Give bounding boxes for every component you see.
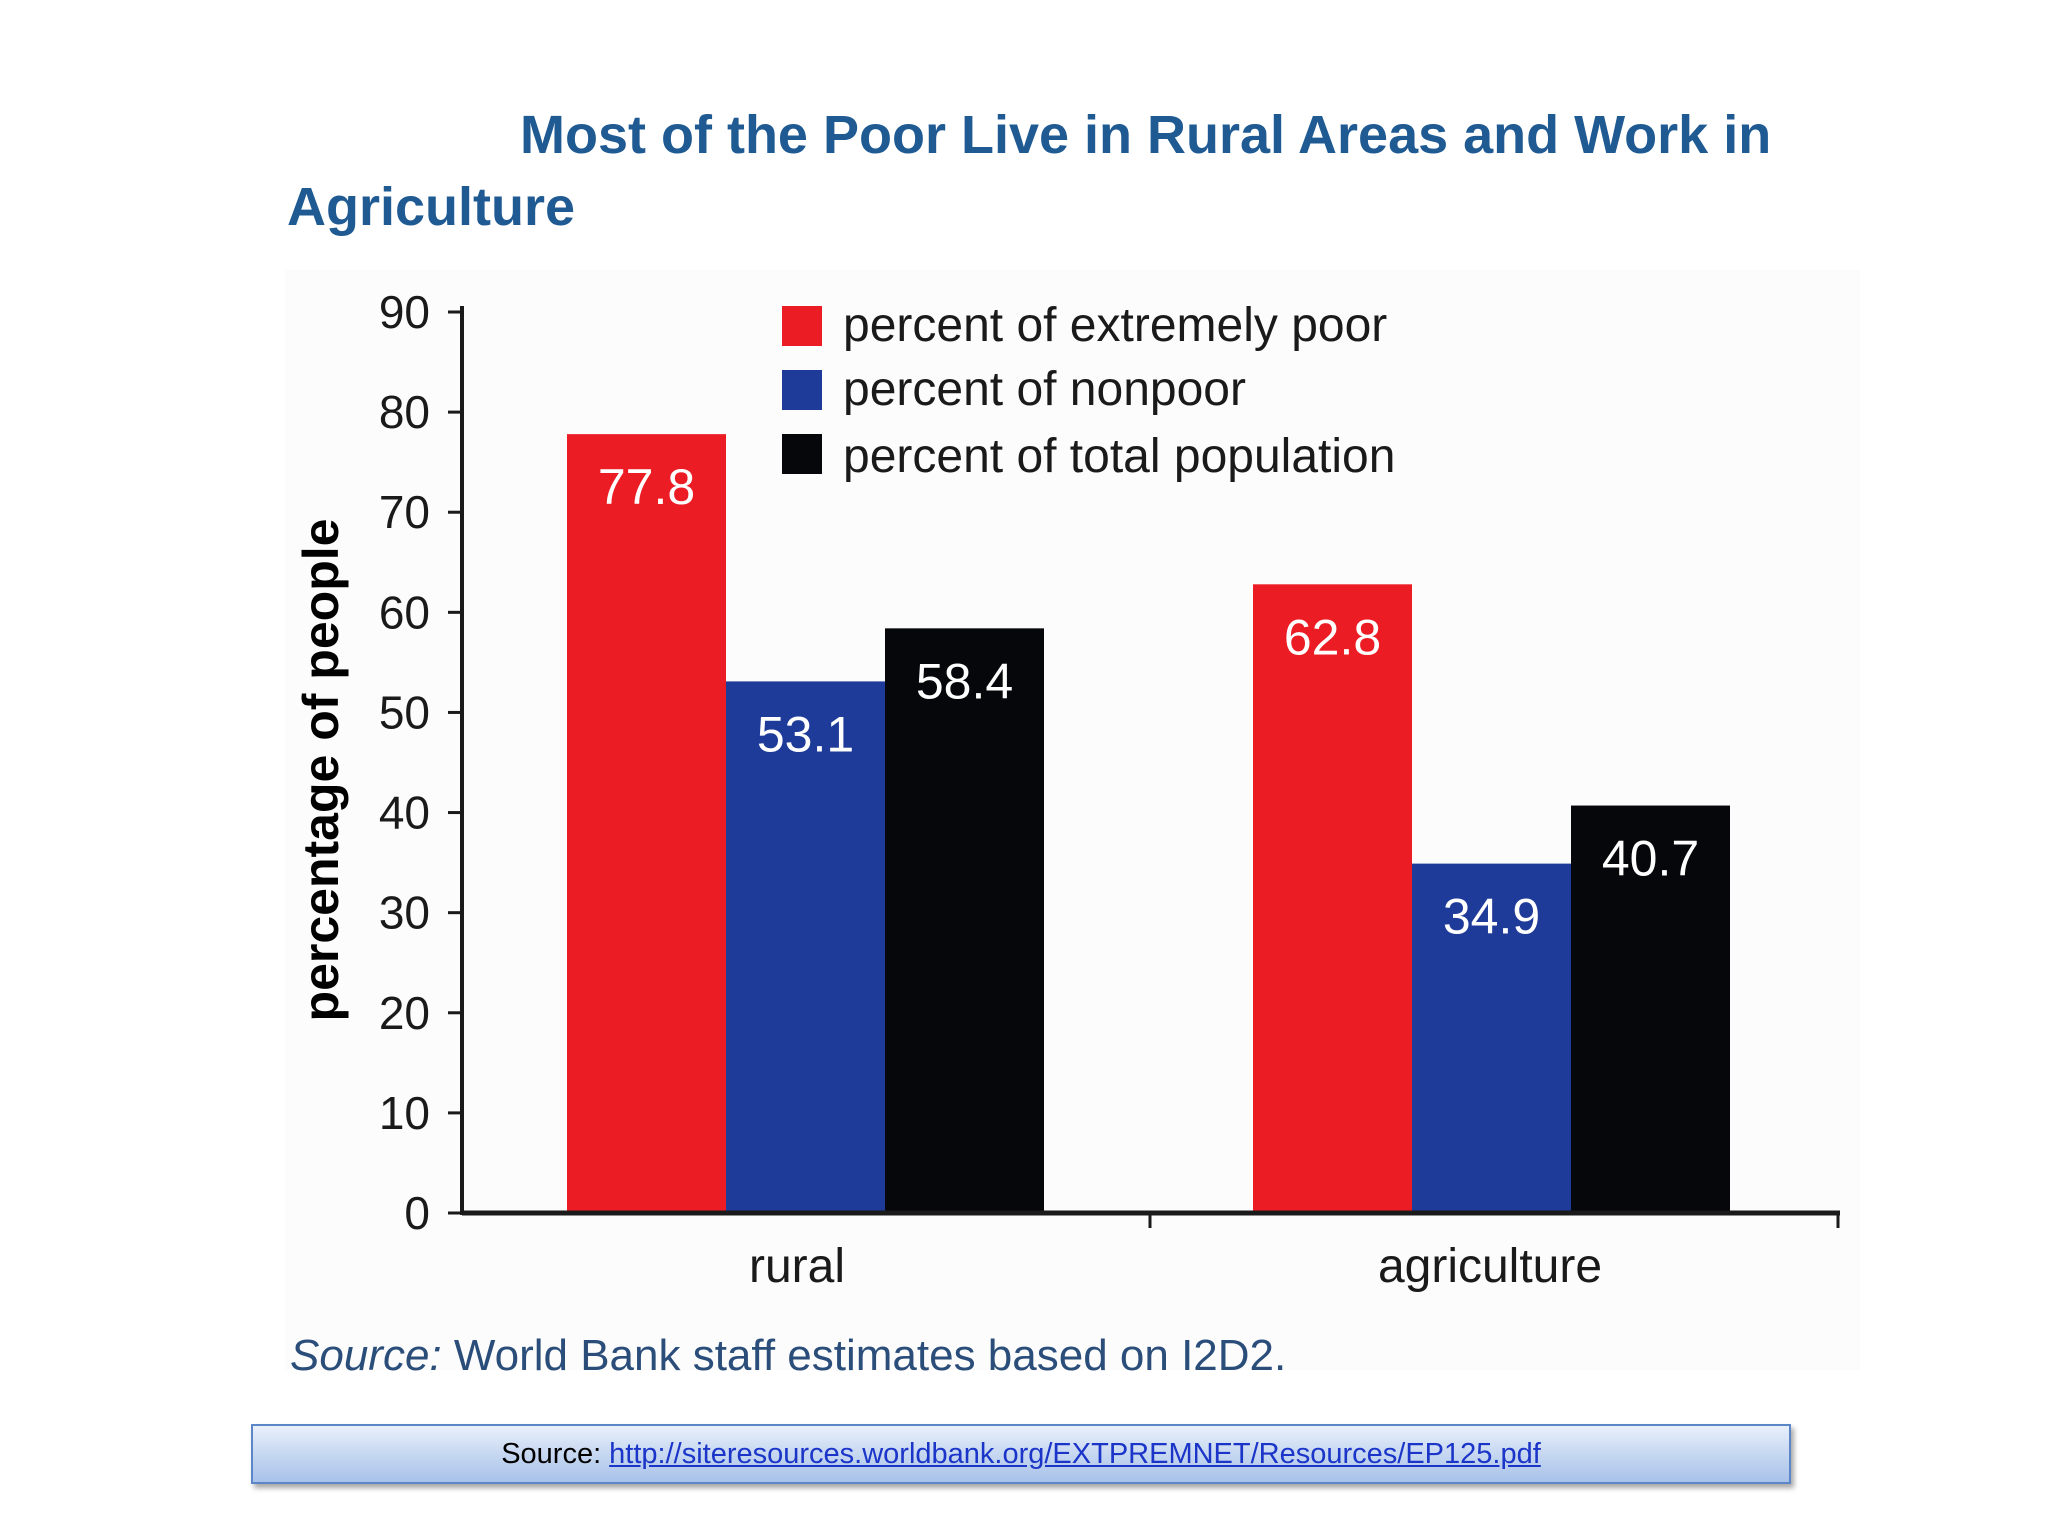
legend-label-extremely-poor: percent of extremely poor: [843, 299, 1387, 352]
legend-label-nonpoor: percent of nonpoor: [843, 363, 1246, 416]
y-tick-label: 70: [379, 486, 430, 538]
value-label-agriculture-total-population: 40.7: [1602, 831, 1699, 887]
chart-title-line2: Agriculture: [287, 177, 575, 237]
y-tick-label: 20: [379, 987, 430, 1039]
source-note: Source: World Bank staff estimates based…: [290, 1331, 1286, 1380]
y-tick-label: 80: [379, 386, 430, 438]
y-tick-label: 90: [379, 286, 430, 338]
y-axis-ticks: 0 10 20 30 40 50 60 70 80 90: [379, 286, 462, 1239]
legend-swatch-total-population: [782, 434, 822, 474]
source-note-italic: Source:: [290, 1331, 442, 1380]
bar-agriculture-nonpoor: [1412, 863, 1571, 1213]
y-tick-label: 40: [379, 787, 430, 839]
y-tick-label: 30: [379, 887, 430, 939]
bars: [567, 434, 1730, 1213]
value-label-agriculture-nonpoor: 34.9: [1443, 889, 1540, 945]
y-tick-label: 60: [379, 586, 430, 638]
category-label-agriculture: agriculture: [1378, 1240, 1602, 1293]
legend: percent of extremely poor percent of non…: [782, 299, 1395, 483]
bar-rural-nonpoor: [726, 681, 885, 1213]
bar-agriculture-extremely-poor: [1253, 584, 1412, 1213]
bar-agriculture-total-population: [1571, 805, 1730, 1213]
bar-rural-extremely-poor: [567, 434, 726, 1213]
legend-label-total-population: percent of total population: [843, 430, 1395, 483]
value-label-rural-total-population: 58.4: [916, 653, 1013, 709]
y-tick-label: 50: [379, 686, 430, 738]
source-footer-box: Source: http://siteresources.worldbank.o…: [251, 1424, 1791, 1484]
source-note-text: World Bank staff estimates based on I2D2…: [442, 1331, 1287, 1380]
y-tick-label: 10: [379, 1087, 430, 1139]
legend-swatch-nonpoor: [782, 370, 822, 410]
value-label-rural-nonpoor: 53.1: [757, 706, 854, 762]
legend-swatch-extremely-poor: [782, 306, 822, 346]
source-footer-link[interactable]: http://siteresources.worldbank.org/EXTPR…: [609, 1437, 1541, 1470]
source-footer-label: Source:: [501, 1437, 602, 1470]
category-label-rural: rural: [749, 1240, 845, 1293]
y-axis-label: percentage of people: [293, 519, 349, 1022]
value-label-agriculture-extremely-poor: 62.8: [1284, 609, 1381, 665]
chart-title-line1: Most of the Poor Live in Rural Areas and…: [520, 105, 1771, 165]
bar-rural-total-population: [885, 628, 1044, 1213]
value-label-rural-extremely-poor: 77.8: [598, 459, 695, 515]
y-tick-label: 0: [404, 1187, 430, 1239]
value-labels: 77.8 53.1 58.4 62.8 34.9 40.7: [598, 459, 1699, 944]
